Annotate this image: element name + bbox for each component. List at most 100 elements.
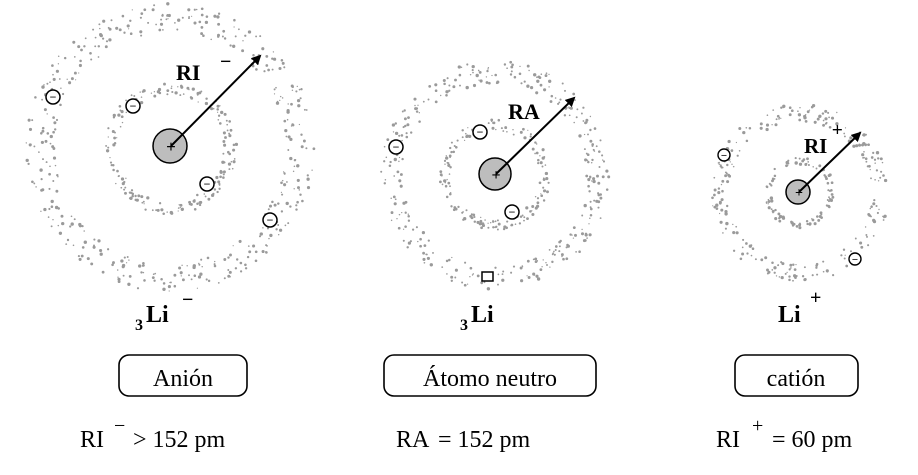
cloud-speck [593, 199, 596, 202]
cloud-speck [56, 174, 59, 177]
cloud-speck [383, 160, 386, 163]
cloud-speck [31, 119, 34, 122]
cloud-speck [781, 262, 785, 266]
cloud-speck [213, 14, 217, 18]
cloud-speck [721, 189, 724, 193]
cloud-speck [150, 92, 153, 94]
cloud-speck [409, 240, 412, 243]
cloud-speck [765, 201, 768, 204]
cloud-speck [589, 128, 592, 132]
cloud-speck [561, 255, 563, 258]
cloud-speck [736, 154, 739, 157]
cloud-speck [724, 171, 727, 174]
cloud-speck [806, 162, 808, 165]
cloud-speck [765, 202, 768, 204]
cloud-speck [843, 257, 846, 260]
cloud-speck [786, 271, 788, 274]
cloud-speck [275, 101, 280, 105]
cation-symbol: Li [778, 302, 801, 328]
cloud-speck [47, 216, 50, 218]
panel-anion: + − − − − RI − 3 Li − Anión RI − > 152 p… [25, 2, 316, 453]
cloud-speck [860, 245, 864, 249]
cloud-speck [390, 211, 394, 215]
cloud-speck [445, 90, 449, 94]
cloud-speck [44, 139, 48, 143]
cloud-speck [536, 79, 540, 83]
cloud-speck [452, 150, 455, 153]
cloud-speck [504, 126, 508, 130]
cloud-speck [134, 198, 138, 202]
cloud-speck [217, 281, 220, 284]
neutral-electron [481, 271, 494, 282]
cloud-speck [59, 103, 62, 107]
cloud-speck [824, 117, 828, 121]
cloud-speck [806, 222, 809, 226]
cloud-speck [222, 173, 225, 176]
cloud-speck [531, 212, 535, 217]
cloud-speck [746, 252, 749, 255]
neutral-symbol: Li [471, 302, 494, 328]
cloud-speck [153, 279, 156, 282]
cloud-speck [402, 126, 405, 129]
cloud-speck [401, 211, 403, 214]
cloud-speck [188, 274, 190, 277]
cloud-speck [133, 94, 136, 98]
cloud-speck [713, 205, 717, 209]
cloud-speck [825, 204, 829, 207]
cloud-speck [461, 281, 464, 284]
cloud-speck [773, 178, 776, 180]
cloud-speck [576, 108, 579, 111]
cloud-speck [844, 127, 847, 129]
cloud-speck [232, 160, 236, 164]
cloud-speck [228, 152, 232, 156]
cloud-speck [176, 28, 179, 31]
cloud-speck [396, 218, 398, 220]
cloud-speck [93, 244, 95, 247]
cloud-speck [177, 207, 180, 209]
cloud-speck [173, 284, 177, 288]
cloud-speck [212, 192, 215, 196]
cloud-speck [439, 170, 443, 174]
cloud-speck [139, 30, 143, 34]
cloud-speck [258, 235, 262, 238]
cloud-speck [491, 122, 494, 124]
cloud-speck [305, 147, 308, 150]
cloud-speck [461, 136, 464, 139]
cloud-speck [554, 97, 557, 99]
cloud-speck [831, 195, 835, 199]
cloud-speck [40, 178, 43, 181]
cloud-speck [864, 157, 868, 160]
cloud-speck [872, 202, 876, 206]
cloud-speck [105, 149, 110, 153]
cloud-speck [94, 45, 97, 48]
cloud-speck [807, 163, 810, 167]
cloud-speck [533, 274, 536, 276]
cloud-speck [119, 125, 122, 128]
cloud-speck [804, 114, 807, 116]
cloud-speck [383, 182, 386, 185]
cloud-speck [530, 86, 534, 90]
cloud-speck [541, 266, 543, 268]
cloud-speck [457, 205, 460, 209]
cloud-speck [544, 164, 547, 166]
cloud-speck [862, 133, 866, 137]
cloud-speck [143, 203, 145, 205]
cloud-speck [202, 34, 205, 37]
cloud-speck [465, 135, 469, 139]
cloud-speck [735, 231, 739, 235]
cloud-speck [242, 40, 244, 42]
cloud-speck [718, 212, 721, 215]
cloud-speck [161, 14, 164, 17]
cloud-speck [801, 275, 805, 278]
cloud-speck [882, 174, 885, 177]
panel-cation: + − − RI + Li + catión RI + = 60 pm [711, 103, 888, 453]
cloud-speck [817, 218, 821, 222]
cloud-speck [464, 261, 467, 264]
cloud-speck [463, 139, 466, 142]
cloud-speck [829, 190, 831, 192]
cloud-speck [732, 249, 736, 252]
cloud-speck [284, 128, 288, 133]
cloud-speck [432, 251, 434, 254]
cloud-speck [57, 63, 60, 65]
cloud-speck [585, 118, 589, 122]
